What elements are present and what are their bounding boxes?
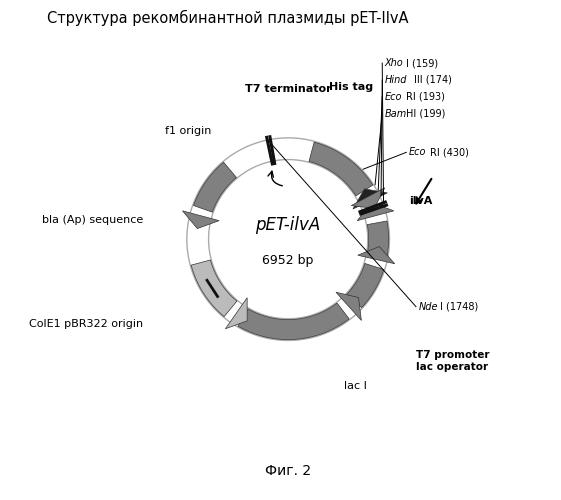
Text: Xho: Xho [385,58,403,68]
Text: Eco: Eco [385,92,402,102]
Text: Фиг. 2: Фиг. 2 [265,464,311,478]
Polygon shape [309,142,373,196]
Polygon shape [353,189,387,209]
Polygon shape [191,260,237,316]
Text: T7 promoter
lac operator: T7 promoter lac operator [416,350,490,372]
Text: pET-ilvA: pET-ilvA [255,216,321,234]
Text: lac I: lac I [344,382,366,392]
Text: f1 origin: f1 origin [164,126,211,136]
Polygon shape [367,221,389,256]
Polygon shape [238,303,349,340]
Polygon shape [357,203,394,220]
Text: HI (199): HI (199) [406,108,446,118]
Text: His tag: His tag [329,82,373,92]
Text: I (159): I (159) [406,58,439,68]
Text: I (1748): I (1748) [440,302,479,312]
Text: bla (Ap) sequence: bla (Ap) sequence [42,215,144,225]
Text: T7 terminator: T7 terminator [245,84,332,94]
Text: 6952 bp: 6952 bp [263,254,314,268]
Text: ColE1 pBR322 origin: ColE1 pBR322 origin [29,318,144,328]
Text: ilvA: ilvA [409,196,432,205]
Polygon shape [351,188,385,208]
Text: RI (430): RI (430) [430,148,470,158]
Polygon shape [226,298,247,329]
Polygon shape [347,264,384,308]
Text: RI (193): RI (193) [406,92,445,102]
Text: Hind: Hind [385,75,407,85]
Polygon shape [336,292,361,320]
Polygon shape [182,211,219,228]
Text: III (174): III (174) [413,75,452,85]
Text: Eco: Eco [409,148,426,158]
Polygon shape [358,246,395,264]
Polygon shape [364,204,385,217]
Polygon shape [194,162,236,212]
Text: Структура рекомбинантной плазмиды pET-IlvA: Структура рекомбинантной плазмиды pET-Il… [47,10,408,26]
Text: Bam: Bam [385,108,407,118]
Text: Nde: Nde [419,302,438,312]
